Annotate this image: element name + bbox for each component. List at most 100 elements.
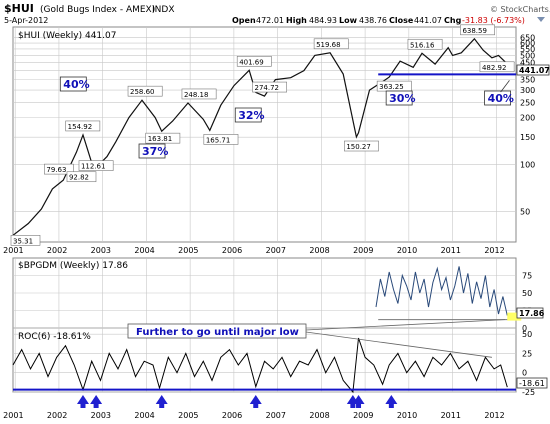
percent-label: 40% bbox=[488, 92, 514, 105]
x-tick-label-bottom: 2010 bbox=[397, 411, 417, 420]
grid-layer bbox=[13, 27, 516, 393]
chg-value: -31.83 (-6.73%) bbox=[462, 16, 525, 25]
price-annotation-label: 35.31 bbox=[13, 237, 33, 245]
price-annotation-box bbox=[10, 235, 41, 246]
percent-label: 40% bbox=[63, 78, 89, 91]
price-annotation-label: 163.81 bbox=[148, 135, 173, 143]
low-value: 438.76 bbox=[359, 16, 387, 25]
percent-label-box bbox=[385, 90, 413, 106]
index-name: (Gold Bugs Index - AMEX) bbox=[40, 5, 155, 15]
price-annotation-box bbox=[344, 140, 379, 152]
price-y-tick-label: 350 bbox=[520, 76, 535, 85]
price-annotation-box bbox=[65, 120, 101, 132]
up-arrow-icon bbox=[76, 395, 89, 408]
price-y-tick-label: 550 bbox=[520, 45, 535, 54]
price-y-tick-label: 450 bbox=[520, 59, 535, 68]
x-tick-label-bottom: 2006 bbox=[222, 411, 242, 420]
price-y-tick-label: 650 bbox=[520, 34, 535, 43]
x-tick-label-bottom: 2001 bbox=[3, 411, 23, 420]
price-y-tick-label: 500 bbox=[520, 51, 535, 60]
x-tick-label-top: 2009 bbox=[353, 246, 373, 255]
up-arrow-icon bbox=[352, 395, 365, 408]
roc-series-line bbox=[12, 337, 508, 394]
roc-last-value: -18.61 bbox=[519, 379, 545, 388]
price-y-tick-label: 150 bbox=[520, 133, 535, 142]
close-label: Close bbox=[389, 16, 414, 25]
x-tick-label-bottom: 2007 bbox=[266, 411, 286, 420]
price-annotation-label: 274.72 bbox=[255, 84, 280, 92]
ratio-y-tick-label: 50 bbox=[522, 289, 532, 298]
price-annotation-label: 482.92 bbox=[482, 64, 507, 72]
percent-label-box bbox=[234, 107, 262, 123]
price-annotation-box bbox=[479, 61, 515, 73]
annotation-text: Further to go until major low bbox=[136, 327, 299, 338]
price-y-tick-label: 50 bbox=[520, 208, 530, 217]
x-tick-label-top: 2002 bbox=[47, 246, 67, 255]
date-label: 5-Apr-2012 bbox=[4, 16, 48, 25]
price-annotation-box bbox=[203, 134, 239, 145]
x-tick-label-bottom: 2011 bbox=[441, 411, 461, 420]
price-annotation-box bbox=[78, 160, 114, 171]
roc-panel-title: ROC(6) -18.61% bbox=[18, 332, 91, 342]
pointer-line bbox=[500, 80, 510, 93]
price-annotation-label: 516.16 bbox=[410, 41, 435, 49]
x-tick-label-top: 2012 bbox=[484, 246, 504, 255]
price-annotation-label: 112.61 bbox=[81, 163, 106, 171]
percent-label-box bbox=[59, 76, 87, 92]
price-annotation-box bbox=[460, 24, 495, 36]
up-arrow-icon bbox=[346, 395, 359, 408]
ratio-y-tick-label: 0 bbox=[522, 324, 527, 333]
price-annotation-label: 154.92 bbox=[68, 123, 93, 131]
price-annotation-label: 150.27 bbox=[346, 143, 371, 151]
x-tick-label-top: 2004 bbox=[134, 246, 154, 255]
x-tick-label-bottom: 2009 bbox=[353, 411, 373, 420]
price-annotation-label: 248.18 bbox=[184, 91, 209, 99]
price-annotation-label: 401.69 bbox=[239, 58, 263, 66]
percent-label: 37% bbox=[142, 145, 168, 158]
percent-label: 30% bbox=[389, 92, 415, 105]
price-annotation-box bbox=[236, 55, 272, 67]
annotation-box bbox=[127, 323, 307, 339]
price-annotation-box bbox=[66, 171, 97, 183]
x-tick-label-top: 2011 bbox=[441, 246, 461, 255]
price-annotation-label: 638.59 bbox=[462, 27, 487, 35]
high-label: High bbox=[286, 16, 307, 25]
up-arrow-icon bbox=[155, 395, 168, 408]
ratio-series-line bbox=[375, 266, 508, 316]
x-tick-label-bottom: 2002 bbox=[47, 411, 67, 420]
price-last-value: 441.07 bbox=[519, 66, 550, 75]
chg-label: Chg bbox=[444, 16, 462, 25]
up-arrow-icon bbox=[385, 395, 398, 408]
x-tick-label-bottom: 2005 bbox=[178, 411, 198, 420]
price-annotation-label: 363.25 bbox=[379, 83, 404, 91]
price-annotation-box bbox=[181, 88, 217, 100]
annotation-line-upper bbox=[305, 319, 506, 331]
roc-y-tick-label: 0 bbox=[522, 369, 527, 378]
percent-label-box bbox=[484, 90, 511, 106]
x-tick-label-bottom: 2004 bbox=[134, 411, 154, 420]
close-value: 441.07 bbox=[414, 16, 442, 25]
roc-last-value-tag bbox=[516, 377, 548, 389]
price-y-tick-label: 250 bbox=[520, 98, 535, 107]
up-arrow-icon bbox=[90, 395, 103, 408]
low-label: Low bbox=[339, 16, 358, 25]
price-y-tick-label: 200 bbox=[520, 114, 535, 123]
x-tick-label-top: 2003 bbox=[91, 246, 111, 255]
price-annotation-label: 519.68 bbox=[316, 41, 341, 49]
label-layer: 2001200120022002200320032004200420052005… bbox=[3, 24, 535, 420]
roc-y-tick-label: 25 bbox=[522, 349, 532, 358]
percent-label: 32% bbox=[238, 109, 264, 122]
ratio-highlight bbox=[507, 312, 522, 321]
chevron-down-icon[interactable] bbox=[537, 17, 545, 22]
x-tick-label-top: 2010 bbox=[397, 246, 417, 255]
price-annotation-box bbox=[44, 163, 74, 175]
x-tick-label-top: 2008 bbox=[309, 246, 329, 255]
roc-y-tick-label: -25 bbox=[522, 388, 535, 397]
price-annotation-label: 92.82 bbox=[69, 174, 89, 182]
price-panel-title: $HUI (Weekly) 441.07 bbox=[18, 31, 116, 41]
percent-label-box bbox=[138, 143, 166, 159]
price-annotation-box bbox=[407, 38, 443, 50]
price-annotation-box bbox=[252, 81, 288, 93]
open-value: 472.01 bbox=[256, 16, 284, 25]
